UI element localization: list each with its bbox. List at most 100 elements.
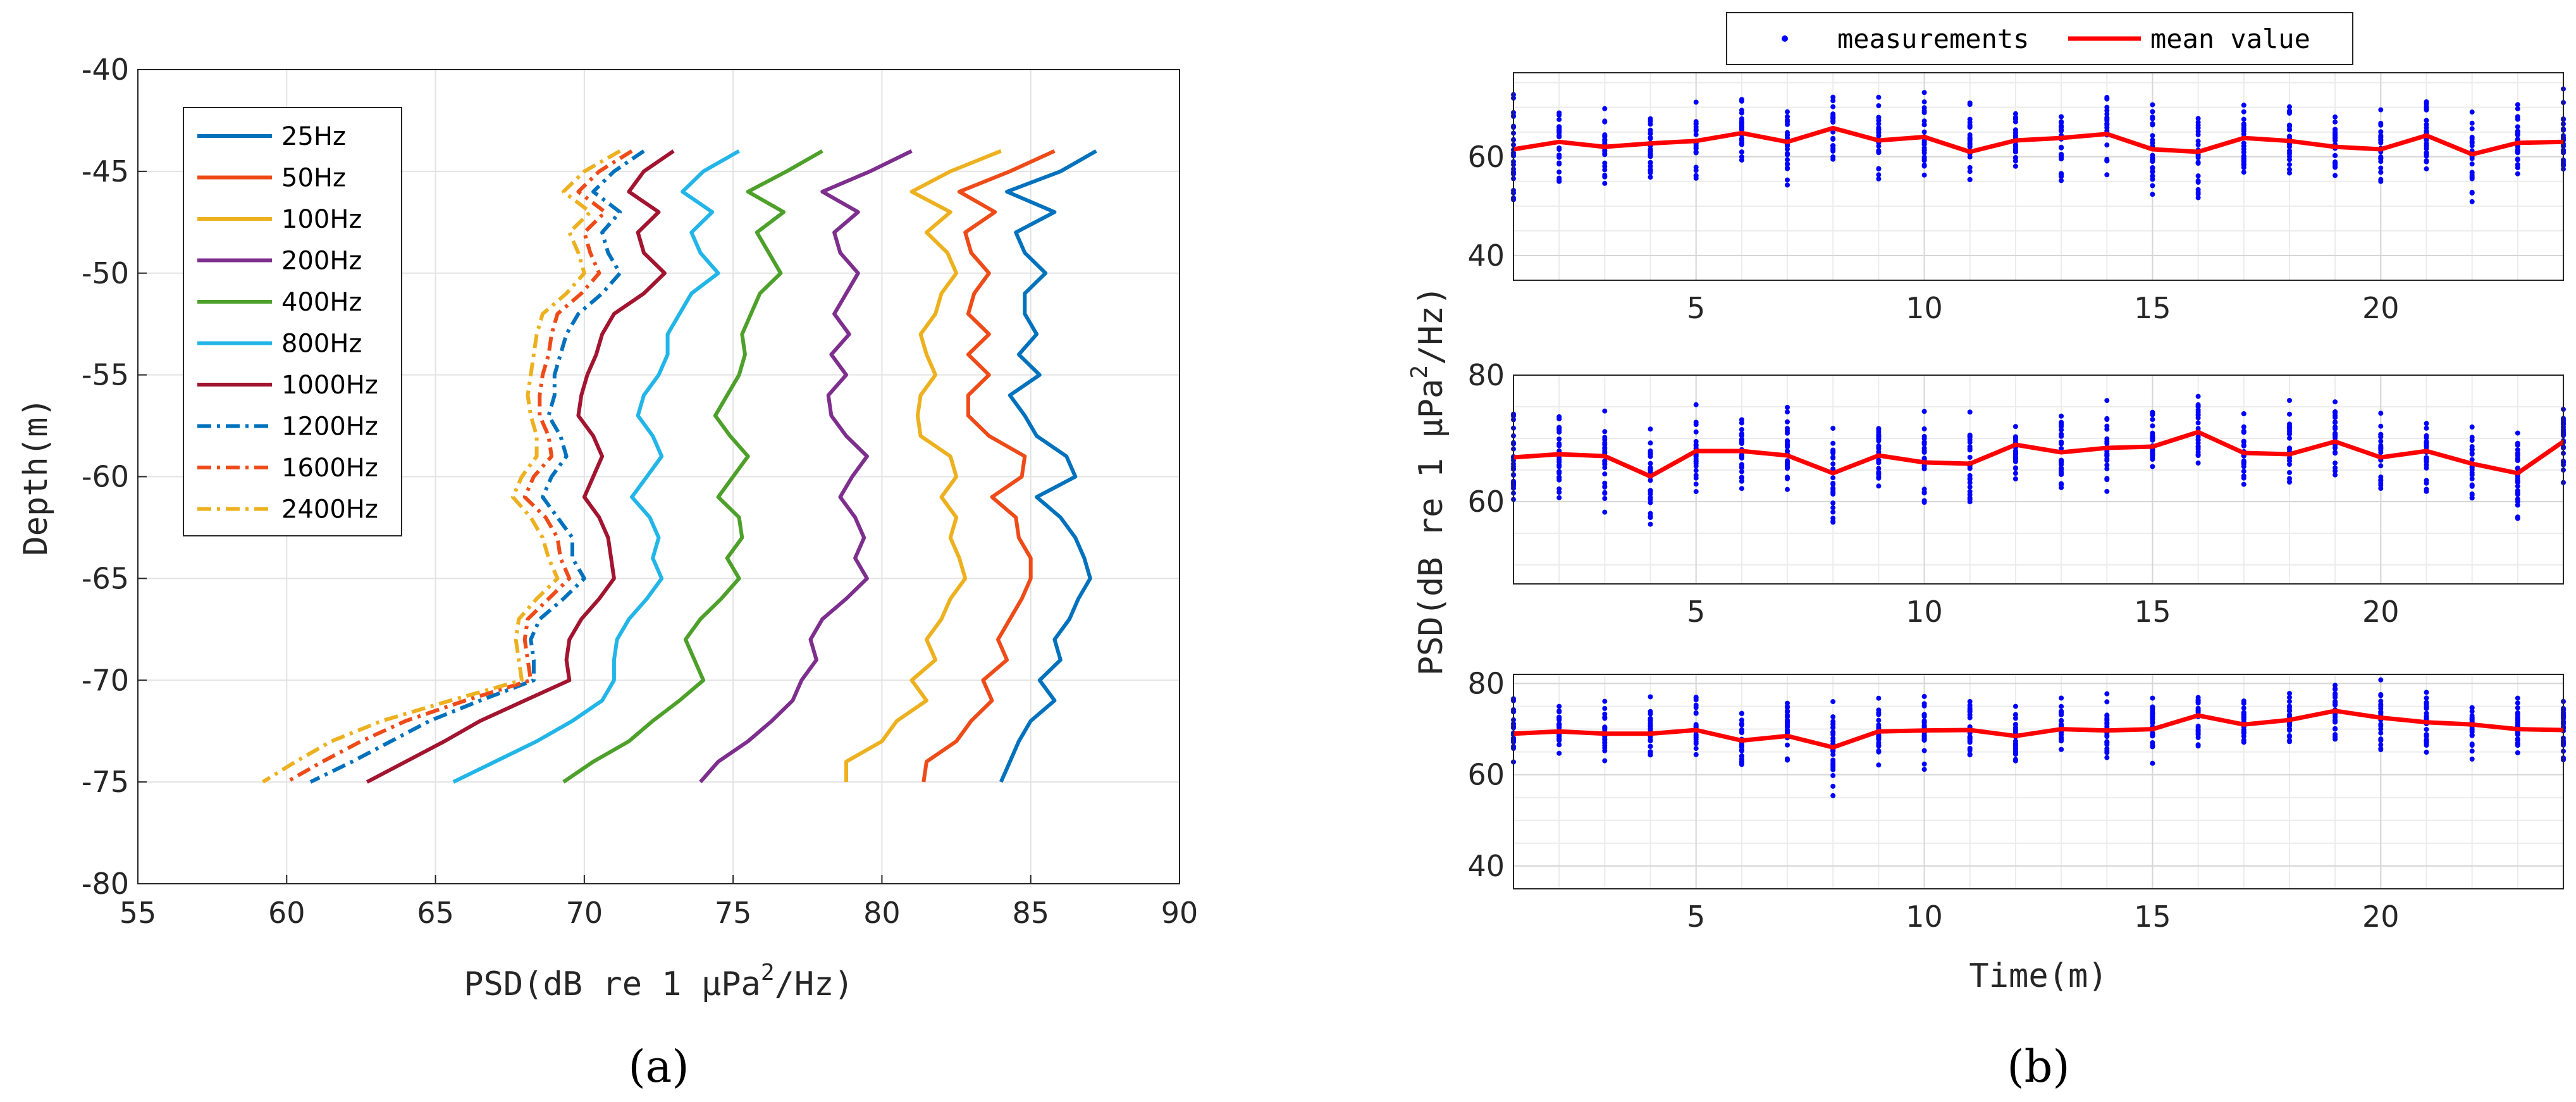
measurement-point [2059, 466, 2064, 471]
measurement-point [1739, 124, 1744, 129]
measurement-point [2287, 157, 2292, 163]
measurement-point [1739, 120, 1744, 126]
measurement-point [2333, 114, 2338, 120]
measurement-point [1693, 419, 1699, 425]
measurement-point [2012, 725, 2018, 731]
measurement-point [2469, 447, 2475, 452]
measurement-point [2012, 163, 2018, 169]
measurement-point [2469, 729, 2475, 735]
measurement-point [1921, 172, 1927, 178]
measurement-point [2150, 721, 2155, 726]
legend-label-200Hz: 200Hz [281, 247, 362, 276]
measurement-point [1785, 444, 1790, 450]
plot-b3-ytick-label: 60 [1467, 758, 1505, 792]
plot-a-xtick-label: 90 [1161, 896, 1199, 930]
measurement-point [1785, 717, 1790, 723]
measurement-point [1921, 145, 1927, 151]
measurement-point [1556, 477, 1562, 483]
measurement-point [2515, 695, 2520, 701]
measurement-point [2378, 693, 2384, 698]
measurement-point [2150, 454, 2155, 460]
plot-b3-xtick-label: 5 [1687, 900, 1705, 934]
plot-b1-xtick-label: 5 [1687, 291, 1705, 325]
measurement-point [1876, 115, 1882, 120]
measurement-point [2287, 133, 2292, 139]
measurement-point [1876, 460, 1882, 466]
measurement-point [1785, 712, 1790, 718]
measurement-point [2150, 115, 2155, 120]
measurement-point [2104, 398, 2110, 404]
measurement-point [2333, 702, 2338, 708]
measurement-point [2287, 695, 2292, 700]
measurement-point [1739, 465, 1744, 471]
legend-label-mean-value: mean value [2150, 23, 2310, 54]
measurement-point [2424, 690, 2429, 695]
measurement-point [2287, 458, 2292, 464]
measurement-point [2195, 173, 2201, 179]
measurement-point [2424, 462, 2429, 468]
measurement-point [2104, 436, 2110, 442]
measurement-point [1602, 471, 1608, 477]
measurement-point [1785, 419, 1790, 424]
plot-b-ylabel-sup: 2 [1407, 365, 1433, 379]
plot-a-frame [137, 69, 1180, 884]
measurement-point [1602, 164, 1608, 169]
plot-b2-ytick-label: 60 [1467, 485, 1505, 519]
measurement-point [2424, 433, 2429, 438]
measurement-point [1693, 173, 1699, 178]
measurement-point [2195, 393, 2201, 399]
measurement-point [1830, 783, 1836, 789]
measurement-point [2333, 691, 2338, 696]
measurement-point [1648, 495, 1653, 500]
measurement-point [1967, 752, 1973, 757]
plot-a-ytick-label: -40 [82, 53, 129, 87]
measurement-point [1556, 416, 1562, 421]
measurement-point [1967, 409, 1973, 415]
measurement-point [1785, 486, 1790, 492]
measurement-point [1921, 466, 1927, 471]
measurement-point [1739, 748, 1744, 753]
measurement-point [1830, 135, 1836, 141]
measurement-point [2012, 454, 2018, 459]
measurement-point [1785, 458, 1790, 464]
series-line-800Hz [452, 149, 741, 784]
plot-b2-background [1513, 375, 2563, 584]
measurement-point [2287, 445, 2292, 451]
mean-value-line [1513, 709, 2564, 750]
measurement-point [1602, 735, 1608, 741]
measurement-point [1739, 717, 1744, 723]
measurement-point [1967, 709, 1973, 715]
measurement-point [1967, 703, 1973, 708]
measurement-point [2515, 450, 2520, 456]
measurement-point [2012, 471, 2018, 476]
measurement-point [2059, 120, 2064, 125]
measurement-point [2104, 426, 2110, 432]
measurement-point [2150, 155, 2155, 161]
measurement-point [1648, 461, 1653, 466]
measurement-point [1739, 469, 1744, 474]
series-line-1000Hz [366, 149, 675, 784]
measurement-point [1876, 130, 1882, 135]
measurement-point [1602, 133, 1608, 139]
measurement-point [1648, 426, 1653, 432]
measurement-point [2241, 731, 2246, 736]
plot-a-ytick-label: -70 [82, 663, 129, 697]
measurement-point [2333, 163, 2338, 169]
measurement-point [1739, 710, 1744, 716]
measurement-point [2469, 476, 2475, 481]
measurement-point [1556, 145, 1562, 151]
measurement-point [2012, 115, 2018, 121]
measurement-point [2469, 435, 2475, 440]
plot-b3-xtick-label: 20 [2362, 900, 2400, 934]
measurement-point [1967, 715, 1973, 721]
measurement-point [2059, 419, 2064, 425]
measurement-point [2104, 158, 2110, 163]
measurement-point [2287, 151, 2292, 156]
measurement-point [2195, 116, 2201, 121]
measurement-point [1602, 148, 1608, 154]
measurement-point [1693, 467, 1699, 473]
measurement-point [2195, 415, 2201, 421]
measurement-point [2469, 424, 2475, 430]
measurement-point [2333, 450, 2338, 456]
series-line-200Hz [699, 149, 913, 784]
